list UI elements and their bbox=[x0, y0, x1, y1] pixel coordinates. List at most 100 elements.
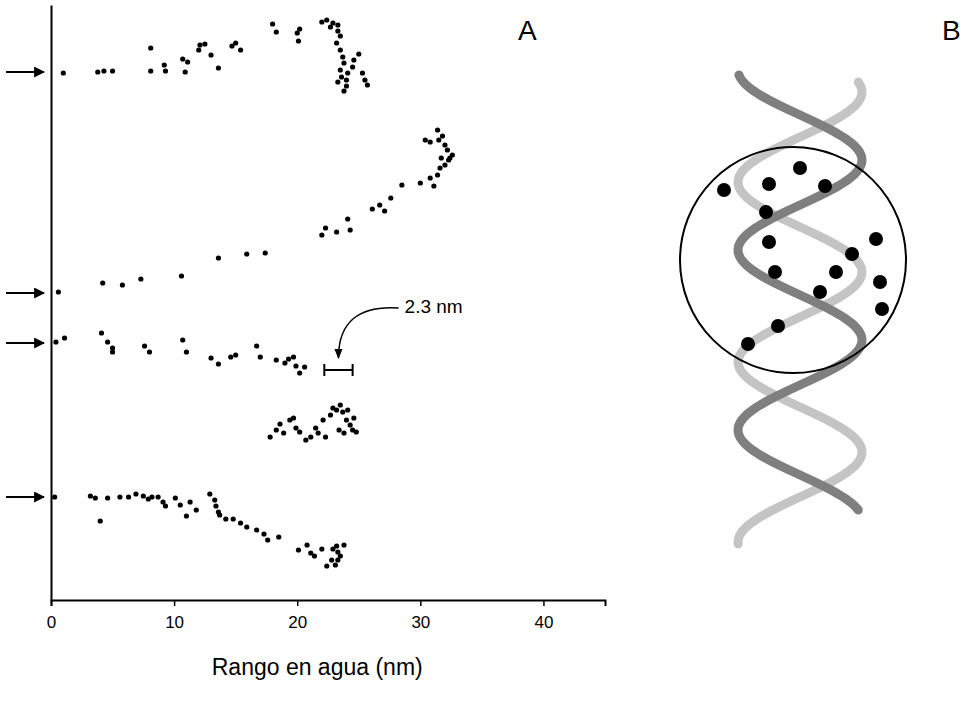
point bbox=[351, 415, 356, 420]
point bbox=[194, 507, 199, 512]
point bbox=[274, 29, 279, 34]
point bbox=[231, 516, 236, 521]
point bbox=[163, 503, 168, 508]
figure: 010203040Rango en agua (nm)2.3 nmAB bbox=[0, 0, 968, 706]
point bbox=[334, 543, 339, 548]
point bbox=[313, 425, 318, 430]
point bbox=[345, 70, 350, 75]
point bbox=[184, 513, 189, 518]
point bbox=[208, 52, 213, 57]
point bbox=[142, 343, 147, 348]
x-tick-label: 0 bbox=[47, 613, 56, 632]
site-dot bbox=[875, 302, 889, 316]
points bbox=[52, 17, 455, 568]
point bbox=[341, 430, 346, 435]
point bbox=[173, 495, 178, 500]
point bbox=[148, 45, 153, 50]
point bbox=[319, 19, 324, 24]
site-dot bbox=[869, 232, 883, 246]
point bbox=[254, 527, 259, 532]
point bbox=[238, 520, 243, 525]
point bbox=[117, 494, 122, 499]
point bbox=[180, 56, 185, 61]
point bbox=[336, 427, 341, 432]
point bbox=[61, 70, 66, 75]
point bbox=[296, 38, 301, 43]
x-tick-mark bbox=[543, 600, 545, 606]
x-tick-mark bbox=[420, 600, 422, 606]
point bbox=[207, 491, 212, 496]
point bbox=[233, 352, 238, 357]
point bbox=[330, 20, 335, 25]
point bbox=[216, 255, 221, 260]
point bbox=[88, 493, 93, 498]
site-dot bbox=[845, 247, 859, 261]
point bbox=[399, 182, 404, 187]
point bbox=[197, 42, 202, 47]
point bbox=[377, 202, 382, 207]
point bbox=[297, 429, 302, 434]
point bbox=[93, 495, 98, 500]
point bbox=[297, 370, 302, 375]
point bbox=[228, 354, 233, 359]
site-dot bbox=[762, 235, 776, 249]
point bbox=[274, 357, 279, 362]
point bbox=[354, 429, 359, 434]
point bbox=[341, 88, 346, 93]
point bbox=[435, 127, 440, 132]
point bbox=[178, 502, 183, 507]
point bbox=[418, 180, 423, 185]
point bbox=[382, 208, 387, 213]
point bbox=[340, 409, 345, 414]
point bbox=[450, 152, 455, 157]
point bbox=[308, 550, 313, 555]
point bbox=[341, 60, 346, 65]
point bbox=[328, 412, 333, 417]
site-dot bbox=[793, 161, 807, 175]
point bbox=[356, 51, 361, 56]
point bbox=[99, 330, 104, 335]
scale-bar-end bbox=[323, 364, 325, 376]
x-tick-mark bbox=[51, 600, 53, 606]
x-tick-label: 30 bbox=[411, 613, 430, 632]
arrow bbox=[6, 292, 44, 294]
point bbox=[335, 28, 340, 33]
arrow bbox=[6, 342, 44, 344]
point bbox=[320, 417, 325, 422]
point bbox=[53, 339, 58, 344]
point bbox=[233, 40, 238, 45]
point bbox=[216, 361, 221, 366]
point bbox=[341, 542, 346, 547]
point bbox=[351, 57, 356, 62]
point bbox=[277, 421, 282, 426]
point bbox=[202, 41, 207, 46]
point bbox=[324, 563, 329, 568]
x-tick-label: 40 bbox=[534, 613, 553, 632]
point bbox=[345, 407, 350, 412]
point bbox=[439, 155, 444, 160]
point bbox=[329, 557, 334, 562]
x-tick-label: 20 bbox=[288, 613, 307, 632]
point bbox=[291, 415, 296, 420]
arrow bbox=[6, 71, 44, 73]
point bbox=[105, 495, 110, 500]
point bbox=[442, 142, 447, 147]
x-tick: 30 bbox=[411, 600, 430, 632]
point bbox=[338, 47, 343, 52]
point bbox=[126, 494, 131, 499]
point bbox=[335, 557, 340, 562]
point bbox=[101, 68, 106, 73]
site-dot bbox=[829, 265, 843, 279]
point bbox=[303, 437, 308, 442]
point bbox=[333, 562, 338, 567]
point bbox=[120, 282, 125, 287]
point bbox=[133, 491, 138, 496]
point bbox=[265, 537, 270, 542]
point bbox=[308, 434, 313, 439]
scale-bar: 2.3 nm bbox=[324, 296, 462, 376]
helix-diagram bbox=[680, 75, 906, 544]
point bbox=[339, 74, 344, 79]
x-tick: 40 bbox=[534, 600, 553, 632]
point bbox=[263, 250, 268, 255]
point bbox=[238, 47, 243, 52]
